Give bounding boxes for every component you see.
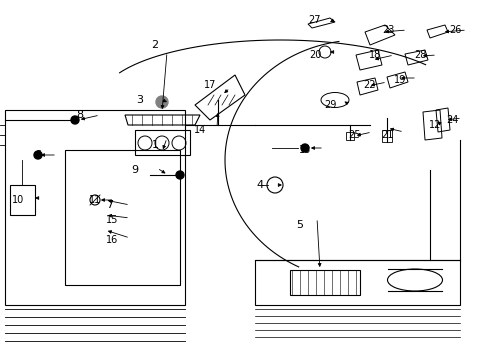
Text: 6: 6 [35, 150, 41, 160]
Text: 27: 27 [308, 15, 321, 25]
Text: 24: 24 [445, 115, 457, 125]
Text: 28: 28 [413, 50, 426, 60]
Text: 10: 10 [12, 195, 24, 205]
Text: 29: 29 [323, 100, 336, 110]
Text: 18: 18 [368, 50, 380, 60]
Text: 20: 20 [308, 50, 321, 60]
Circle shape [176, 171, 183, 179]
Text: 13: 13 [298, 145, 310, 155]
Text: 23: 23 [381, 25, 393, 35]
Text: 25: 25 [348, 130, 361, 140]
Circle shape [71, 116, 79, 124]
Circle shape [34, 151, 42, 159]
Text: 7: 7 [106, 200, 113, 210]
Text: 26: 26 [448, 25, 460, 35]
Text: 12: 12 [428, 120, 440, 130]
Text: 2: 2 [151, 40, 158, 50]
Text: 3: 3 [136, 95, 143, 105]
Text: 14: 14 [193, 125, 206, 135]
Text: 17: 17 [203, 80, 216, 90]
Text: 19: 19 [393, 75, 406, 85]
Text: 5: 5 [296, 220, 303, 230]
Circle shape [156, 96, 168, 108]
Text: 11: 11 [89, 195, 101, 205]
Text: 1: 1 [151, 140, 158, 150]
Text: 4: 4 [256, 180, 263, 190]
Text: 8: 8 [76, 110, 83, 120]
Text: 15: 15 [105, 215, 118, 225]
Text: 22: 22 [363, 80, 375, 90]
Circle shape [301, 144, 308, 152]
Text: 16: 16 [106, 235, 118, 245]
Text: 21: 21 [380, 130, 392, 140]
Text: 9: 9 [131, 165, 138, 175]
